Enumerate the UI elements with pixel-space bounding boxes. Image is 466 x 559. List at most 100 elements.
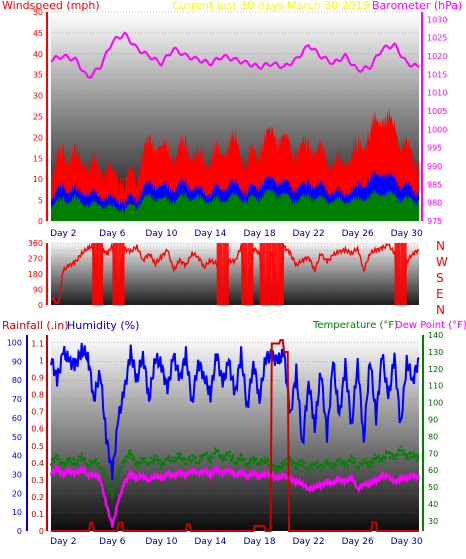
- direction-wrap-band: [400, 243, 407, 305]
- day-tick-label-bottom: Day 30: [391, 537, 423, 547]
- temperature-tick-label: 30: [428, 517, 438, 526]
- humidity-tick-label: 50: [12, 433, 22, 442]
- rainfall-tick-label: 1: [39, 357, 44, 366]
- day-tick-label-bottom: Day 18: [243, 537, 275, 547]
- day-tick-label-top: Day 26: [342, 229, 374, 239]
- humidity-tick-label: 100: [7, 339, 22, 348]
- day-tick-label-bottom: Day 22: [293, 537, 325, 547]
- day-tick-label-top: Day 10: [145, 229, 177, 239]
- wind-tick-label: 35: [33, 71, 43, 80]
- rainfall-tick-label: 1.1: [31, 340, 44, 349]
- direction-tick-label: 90: [33, 286, 43, 295]
- temperature-axis-title: Temperature (°F): [313, 320, 399, 331]
- direction-wrap-band: [97, 243, 104, 305]
- barometer-tick-label: 980: [427, 199, 442, 208]
- temperature-tick-label: 40: [428, 500, 438, 509]
- humidity-axis-title: Humidity (%): [67, 319, 140, 332]
- direction-wrap-band: [241, 243, 248, 305]
- day-tick-label-bottom: Day 2: [50, 537, 76, 547]
- wind-tick-label: 45: [33, 29, 43, 38]
- wind-tick-label: 25: [33, 113, 43, 122]
- rainfall-line: [51, 339, 419, 532]
- rainfall-tick-label: 0.8: [31, 391, 44, 400]
- temperature-tick-label: 70: [428, 449, 438, 458]
- humidity-tick-label: 30: [12, 470, 22, 479]
- temperature-tick-label: 50: [428, 483, 438, 492]
- temperature-tick-label: 140: [428, 331, 443, 340]
- barometer-tick-label: 985: [427, 180, 442, 189]
- wind-minimum-area: [51, 188, 419, 221]
- day-tick-label-top: Day 14: [194, 229, 226, 239]
- temperature-tick-label: 60: [428, 466, 438, 475]
- barometer-tick-label: 1030: [427, 15, 447, 24]
- humidity-tick-label: 80: [12, 376, 22, 385]
- rainfall-tick-label: 0.5: [31, 442, 44, 451]
- direction-tick-label: 270: [28, 255, 43, 264]
- wind-tick-label: 15: [33, 154, 43, 163]
- compass-label-e: E: [436, 287, 444, 301]
- humidity-tick-label: 40: [12, 452, 22, 461]
- wind-tick-label: 5: [38, 196, 43, 205]
- humidity-tick-label: 20: [12, 489, 22, 498]
- temperature-tick-label: 110: [428, 382, 443, 391]
- rainfall-tick-label: 0.9: [31, 374, 44, 383]
- temperature-tick-label: 120: [428, 365, 443, 374]
- dewpoint-axis-title: Dew Point (°F): [395, 320, 466, 331]
- direction-wrap-band: [222, 243, 229, 305]
- barometer-tick-label: 1005: [427, 107, 447, 116]
- wind-tick-label: 10: [33, 175, 43, 184]
- barometer-tick-label: 975: [427, 217, 442, 226]
- compass-label-n-bottom: N: [436, 303, 445, 317]
- day-tick-label-top: Day 6: [99, 229, 126, 239]
- direction-tick-label: 180: [28, 270, 43, 279]
- direction-wrap-band: [265, 243, 272, 305]
- humidity-tick-label: 70: [12, 395, 22, 404]
- wind-tick-label: 50: [33, 8, 43, 17]
- day-tick-label-bottom: Day 6: [99, 537, 126, 547]
- direction-wrap-band: [118, 243, 125, 305]
- direction-wrap-band: [278, 243, 284, 305]
- humidity-tick-label: 60: [12, 414, 22, 423]
- wind-tick-label: 30: [33, 92, 43, 101]
- rainfall-tick-label: 0.3: [31, 476, 44, 485]
- humidity-line: [50, 342, 420, 481]
- day-tick-label-bottom: Day 14: [194, 537, 226, 547]
- rainfall-tick-label: 0.4: [31, 459, 44, 468]
- day-tick-label-top: Day 18: [243, 229, 275, 239]
- day-tick-label-top: Day 30: [391, 229, 423, 239]
- rainfall-tick-label: 0: [39, 527, 44, 536]
- barometer-tick-label: 1025: [427, 34, 447, 43]
- direction-wrap-band: [259, 243, 266, 305]
- day-tick-label-bottom: Day 10: [145, 537, 177, 547]
- compass-label-w: W: [436, 255, 448, 269]
- direction-wrap-band: [394, 243, 401, 305]
- temperature-tick-label: 130: [428, 348, 443, 357]
- humidity-tick-label: 0: [17, 527, 22, 536]
- wind-tick-label: 0: [38, 217, 43, 226]
- rainfall-axis-title: Rainfall (.in): [2, 319, 69, 332]
- direction-wrap-band: [216, 243, 223, 305]
- direction-wrap-band: [247, 243, 254, 305]
- rainfall-tick-label: 0.6: [31, 425, 44, 434]
- direction-tick-label: 360: [28, 239, 43, 248]
- day-tick-label-top: Day 2: [50, 229, 76, 239]
- direction-tick-label: 0: [38, 301, 43, 310]
- wind-axis-title: Windspeed (mph): [2, 0, 100, 12]
- barometer-tick-label: 990: [427, 162, 442, 171]
- temperature-tick-label: 80: [428, 432, 438, 441]
- barometer-tick-label: 995: [427, 144, 442, 153]
- rainfall-tick-label: 0.2: [31, 493, 44, 502]
- barometer-tick-label: 1010: [427, 89, 447, 98]
- wind-tick-label: 40: [33, 50, 43, 59]
- dewpoint-line: [49, 463, 420, 528]
- temperature-line: [50, 445, 420, 499]
- barometer-line: [50, 31, 420, 79]
- temperature-tick-label: 90: [428, 415, 438, 424]
- temperature-tick-label: 100: [428, 399, 443, 408]
- wind-tick-label: 20: [33, 133, 43, 142]
- barometer-axis-title: Barometer (hPa): [372, 0, 463, 12]
- compass-label-s: S: [436, 271, 444, 285]
- humidity-tick-label: 90: [12, 357, 22, 366]
